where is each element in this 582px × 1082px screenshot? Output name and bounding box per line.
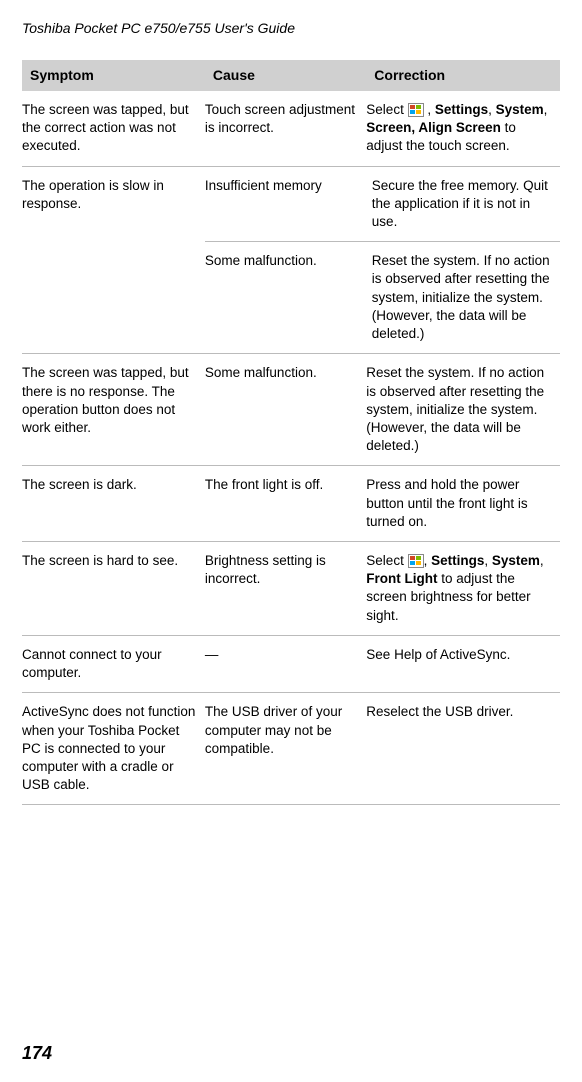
table-row: The screen is dark. The front light is o… [22, 466, 560, 542]
table-header-row: Symptom Cause Correction [22, 60, 560, 91]
text-bold: Screen, Align Screen [366, 120, 501, 135]
text: Select [366, 553, 407, 568]
cell-symptom: The screen is hard to see. [22, 542, 205, 636]
text: , [424, 102, 435, 117]
table-row: The operation is slow in response. Insuf… [22, 166, 560, 354]
text-bold: Settings [435, 102, 488, 117]
troubleshooting-table: Symptom Cause Correction The screen was … [22, 60, 560, 805]
col-header-symptom: Symptom [22, 60, 205, 91]
doc-title: Toshiba Pocket PC e750/e755 User's Guide [22, 20, 560, 36]
page-number: 174 [22, 1043, 52, 1064]
text: , [424, 553, 432, 568]
cell-correction: Reselect the USB driver. [366, 693, 560, 805]
cell-cause: The front light is off. [205, 466, 366, 542]
cell-cause: — [205, 635, 366, 692]
cell-symptom: Cannot connect to your computer. [22, 635, 205, 692]
table-row: The screen was tapped, but there is no r… [22, 354, 560, 466]
col-header-cause: Cause [205, 60, 366, 91]
text-bold: Front Light [366, 571, 437, 586]
cell-cause: Some malfunction. [205, 242, 372, 354]
cell-correction: Select , Settings, System, Front Light t… [366, 542, 560, 636]
sub-row: Some malfunction. Reset the system. If n… [205, 242, 560, 354]
table-row: The screen was tapped, but the correct a… [22, 91, 560, 166]
sub-table: Insufficient memory Secure the free memo… [205, 167, 560, 354]
text: , [488, 102, 496, 117]
text: , [544, 102, 548, 117]
sub-row: Insufficient memory Secure the free memo… [205, 167, 560, 242]
cell-cause: Insufficient memory [205, 167, 372, 242]
cell-correction: Reset the system. If no action is observ… [366, 354, 560, 466]
table-row: ActiveSync does not function when your T… [22, 693, 560, 805]
text: , [540, 553, 544, 568]
table-row: Cannot connect to your computer. — See H… [22, 635, 560, 692]
cell-symptom: The screen was tapped, but there is no r… [22, 354, 205, 466]
cell-cause: Brightness setting is incorrect. [205, 542, 366, 636]
windows-start-icon [408, 554, 424, 568]
cell-symptom: The operation is slow in response. [22, 166, 205, 354]
cell-cause: Touch screen adjustment is incorrect. [205, 91, 366, 166]
text-bold: System [496, 102, 544, 117]
cell-symptom: ActiveSync does not function when your T… [22, 693, 205, 805]
cell-correction: Select , Settings, System, Screen, Align… [366, 91, 560, 166]
cell-correction: See Help of ActiveSync. [366, 635, 560, 692]
cell-cause: The USB driver of your computer may not … [205, 693, 366, 805]
col-header-correction: Correction [366, 60, 560, 91]
text: , [484, 553, 492, 568]
cell-correction: Reset the system. If no action is observ… [372, 242, 560, 354]
windows-start-icon [408, 103, 424, 117]
cell-symptom: The screen is dark. [22, 466, 205, 542]
text-bold: Settings [431, 553, 484, 568]
table-row: The screen is hard to see. Brightness se… [22, 542, 560, 636]
text: Select [366, 102, 407, 117]
cell-correction: Secure the free memory. Quit the applica… [372, 167, 560, 242]
cell-cause: Some malfunction. [205, 354, 366, 466]
cell-symptom: The screen was tapped, but the correct a… [22, 91, 205, 166]
cell-correction: Press and hold the power button until th… [366, 466, 560, 542]
text-bold: System [492, 553, 540, 568]
